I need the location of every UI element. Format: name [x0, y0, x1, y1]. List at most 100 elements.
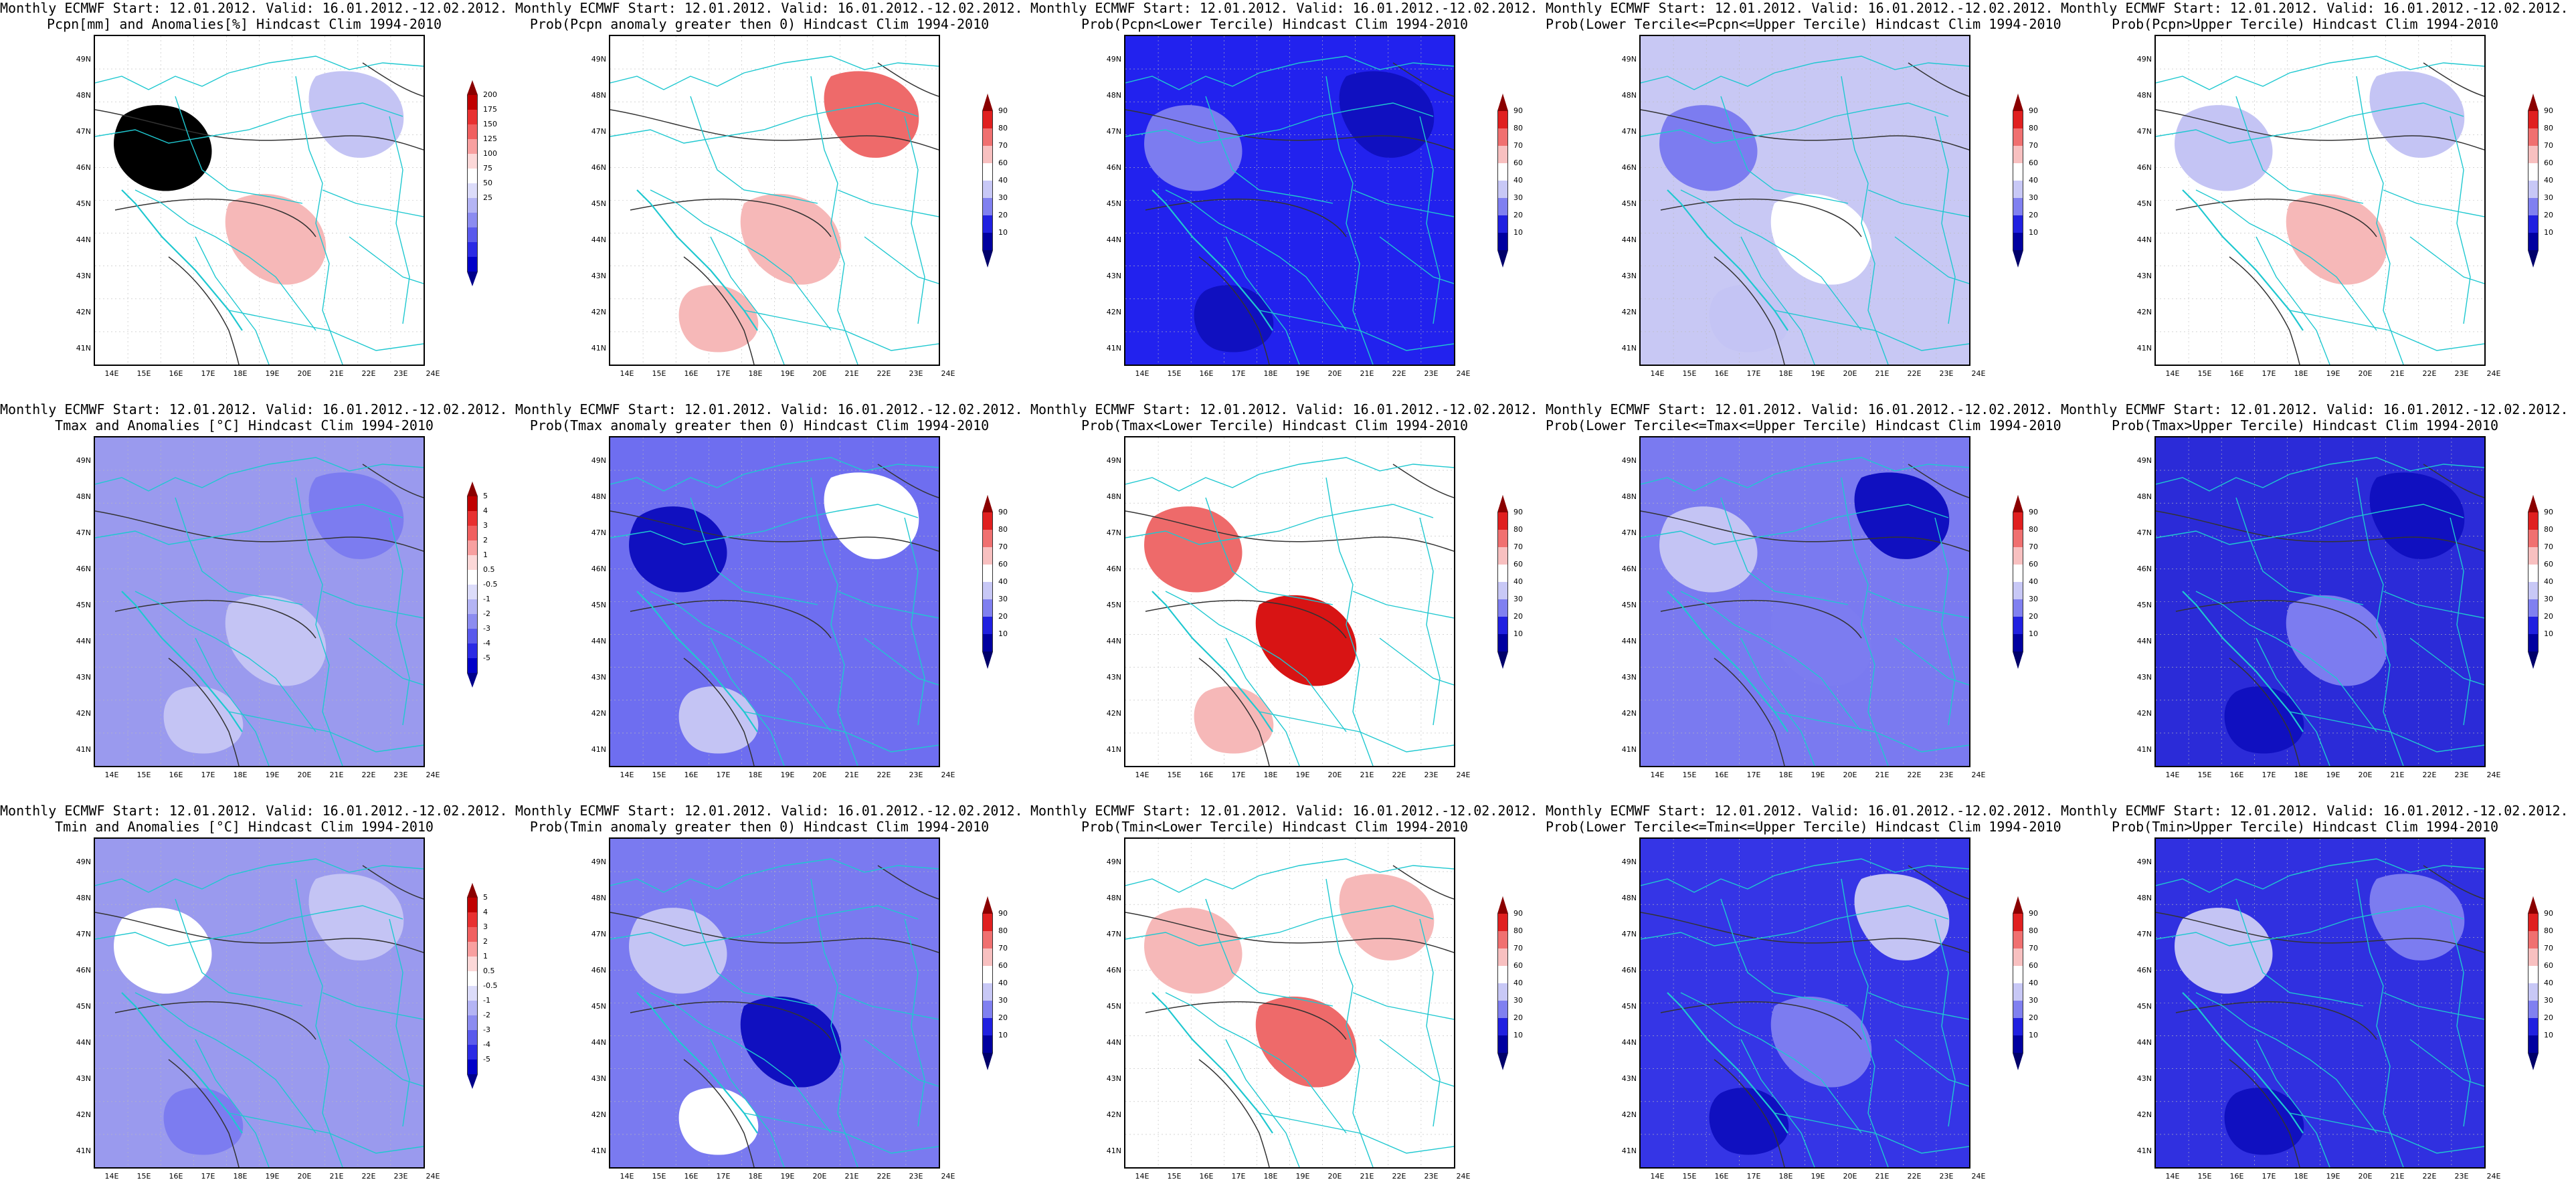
colorbar-segment	[467, 1030, 478, 1045]
lat-tick-label: 49N	[591, 858, 606, 866]
country-border	[95, 504, 403, 545]
contour-line	[1714, 256, 1785, 365]
colorbar-segment	[467, 124, 478, 139]
country-border	[1720, 898, 1849, 1007]
lat-tick-label: 44N	[1106, 235, 1121, 244]
country-border	[1165, 992, 1347, 1134]
lon-tick-label: 22E	[1392, 771, 1406, 779]
colorbar-tick-label: 30	[2544, 193, 2553, 202]
colorbar-tick-label: 2	[483, 536, 488, 544]
lon-tick-label: 23E	[393, 369, 408, 378]
contour-line	[1125, 912, 1454, 953]
colorbar-segment	[982, 512, 993, 530]
country-border	[2256, 236, 2330, 365]
shaded-region	[1770, 193, 1872, 285]
contour-line	[1660, 1001, 1862, 1040]
colorbar-segment	[2528, 146, 2539, 163]
colorbar-segment	[467, 673, 478, 688]
map-canvas	[610, 437, 939, 766]
panel-title-line1: Monthly ECMWF Start: 12.01.2012. Valid: …	[1030, 401, 1538, 417]
map-canvas	[2156, 36, 2484, 365]
country-border	[95, 102, 403, 144]
lat-tick-label: 49N	[76, 858, 91, 866]
shaded-region	[740, 193, 842, 285]
lon-tick-label: 20E	[1843, 369, 1857, 378]
colorbar-segment	[467, 257, 478, 272]
panel-title: Monthly ECMWF Start: 12.01.2012. Valid: …	[515, 401, 1023, 433]
lat-tick-label: 48N	[1621, 492, 1637, 501]
lat-tick-label: 49N	[1106, 55, 1121, 64]
shaded-region	[1339, 874, 1435, 961]
colorbar-tick-label: 70	[998, 944, 1008, 952]
colorbar-tick-label: 50	[483, 179, 492, 187]
contour-line	[2156, 109, 2484, 150]
country-border	[1125, 56, 1454, 90]
lat-tick-label: 47N	[591, 127, 606, 136]
lat-tick-label: 46N	[2136, 163, 2152, 172]
colorbar: 90 80 70 60 40 30 20 10	[982, 896, 1008, 1070]
colorbar-segment	[2013, 582, 2023, 599]
shaded-region	[225, 595, 327, 686]
lat-tick-label: 42N	[76, 709, 91, 718]
country-border	[904, 918, 925, 1127]
colorbar-tick-label: 70	[2544, 141, 2553, 150]
contour-line	[877, 464, 939, 498]
country-border	[1125, 457, 1454, 492]
country-border	[743, 310, 939, 351]
country-border	[175, 96, 303, 204]
lon-tick-label: 22E	[361, 771, 376, 779]
colorbar-segment	[2013, 1035, 2023, 1053]
colorbar-segment	[467, 139, 478, 154]
colorbar-segment	[2013, 94, 2023, 111]
lat-tick-label: 45N	[1621, 601, 1637, 609]
lon-tick-label: 24E	[1456, 1172, 1471, 1181]
colorbar-tick-label: 40	[2029, 176, 2038, 185]
country-border	[837, 189, 939, 217]
lat-tick-label: 43N	[1621, 1074, 1637, 1083]
contour-line	[2423, 62, 2484, 97]
colorbar-segment	[467, 496, 478, 511]
lat-tick-label: 48N	[1106, 91, 1121, 100]
lon-tick-label: 16E	[2229, 369, 2244, 378]
colorbar-tick-label: -3	[483, 624, 490, 633]
lon-tick-label: 19E	[1811, 771, 1825, 779]
colorbar-tick-label: 80	[1513, 525, 1523, 534]
colorbar-segment	[2528, 215, 2539, 233]
lon-tick-label: 23E	[909, 771, 923, 779]
colorbar-segment	[982, 530, 993, 547]
country-border	[2256, 637, 2330, 766]
lon-tick-label: 17E	[201, 771, 215, 779]
colorbar-segment	[2013, 634, 2023, 651]
lat-tick-label: 42N	[2136, 709, 2152, 718]
colorbar-tick-label: 90	[1513, 909, 1523, 918]
colorbar-segment	[2013, 495, 2023, 512]
lat-tick-label: 47N	[2136, 528, 2152, 537]
lat-tick-label: 41N	[1621, 745, 1637, 754]
map-canvas	[95, 437, 424, 766]
lat-tick-label: 41N	[591, 1146, 606, 1155]
contour-line	[114, 198, 316, 237]
lon-tick-label: 17E	[1746, 369, 1761, 378]
lat-tick-label: 41N	[2136, 1146, 2152, 1155]
colorbar: 90 80 70 60 40 30 20 10	[982, 495, 1008, 669]
country-border	[1740, 236, 1815, 365]
contour-line	[610, 912, 939, 953]
lat-tick-label: 41N	[76, 745, 91, 754]
lon-tick-label: 18E	[2294, 1172, 2308, 1181]
lon-tick-label: 18E	[748, 1172, 763, 1181]
lat-tick-label: 47N	[2136, 930, 2152, 938]
country-border	[95, 905, 403, 946]
lat-tick-label: 47N	[1106, 528, 1121, 537]
colorbar-tick-label: 30	[998, 595, 1008, 603]
colorbar-segment	[2013, 111, 2023, 128]
contour-line	[1660, 198, 1862, 237]
colorbar-segment	[982, 931, 993, 948]
lon-tick-label: 16E	[684, 1172, 699, 1181]
map-panel: Monthly ECMWF Start: 12.01.2012. Valid: …	[2061, 401, 2576, 803]
panel-title: Monthly ECMWF Start: 12.01.2012. Valid: …	[1546, 803, 2061, 835]
country-border	[837, 591, 939, 619]
lon-tick-label: 16E	[2229, 771, 2244, 779]
colorbar-segment	[1497, 215, 1508, 233]
coastline	[2182, 189, 2304, 331]
colorbar-segment	[1497, 1035, 1508, 1053]
